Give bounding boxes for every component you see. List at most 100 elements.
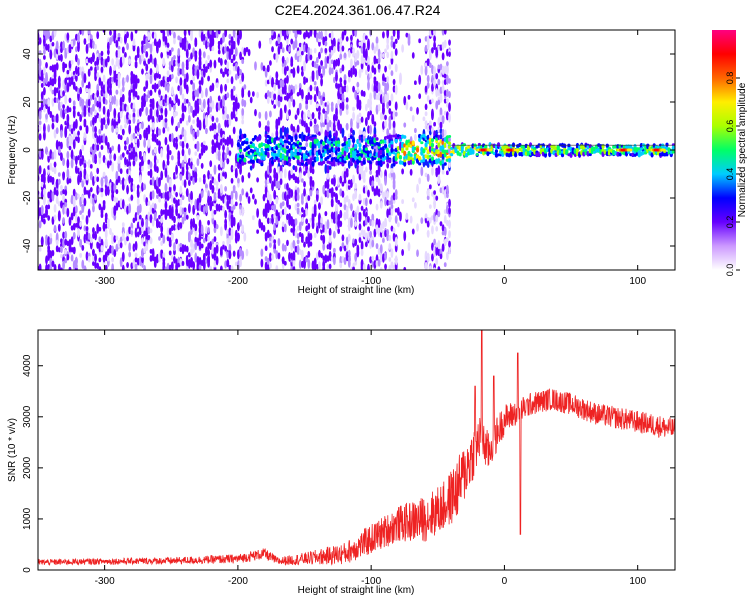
spectral-cell [330, 211, 334, 220]
spectral-cell [64, 128, 68, 139]
spectral-cell [183, 210, 187, 216]
spectral-cell [38, 37, 42, 45]
spectral-cell [266, 125, 270, 133]
spectral-cell [42, 130, 46, 141]
spectral-cell [399, 211, 402, 222]
spectral-cell [89, 171, 93, 181]
spectral-cell [411, 52, 415, 59]
spectral-cell [369, 230, 373, 238]
spectral-cell [279, 41, 283, 50]
spectral-cell [92, 148, 95, 157]
spectral-cell [426, 149, 430, 155]
spectral-cell [271, 132, 274, 139]
spectral-cell [360, 229, 364, 236]
spectral-cell [51, 151, 55, 160]
spectral-cell [141, 155, 144, 166]
spectral-cell [175, 136, 178, 143]
spectral-cell [324, 254, 328, 264]
spectral-cell [92, 261, 95, 267]
spectral-cell [158, 89, 161, 96]
spectral-cell [300, 50, 304, 56]
spectral-cell [328, 133, 332, 139]
spectral-cell [339, 106, 343, 117]
spectral-cell [354, 30, 358, 38]
spectral-cell [226, 251, 230, 259]
spectral-cell [228, 211, 232, 222]
spectral-cell [375, 260, 379, 267]
spectral-cell [222, 137, 225, 143]
spectral-cell [68, 124, 72, 132]
spectral-cell [158, 80, 161, 87]
spectral-cell [45, 43, 48, 51]
spectral-cell [87, 30, 91, 35]
spectral-cell [53, 214, 57, 221]
spectral-cell [173, 184, 176, 192]
spectral-cell [439, 133, 443, 140]
spectral-cell [294, 150, 298, 156]
spectral-cell [119, 56, 123, 67]
spectral-cell [124, 140, 127, 145]
spectral-cell [64, 202, 68, 208]
spectral-cell [320, 95, 323, 106]
spectral-cell [38, 133, 42, 141]
spectral-cell [181, 61, 185, 70]
spectral-cell [151, 31, 155, 39]
spectral-cell [151, 206, 155, 215]
spectral-cell [87, 106, 91, 113]
spectral-cell [213, 236, 217, 243]
spectral-cell [292, 40, 296, 51]
colorbar-gradient [712, 30, 736, 270]
spectral-cell [162, 127, 166, 134]
spectral-cell [51, 30, 55, 41]
spectral-cell [205, 59, 208, 69]
spectral-cell [230, 111, 234, 120]
spectral-cell [386, 137, 390, 145]
spectral-cell [322, 36, 326, 46]
spectral-cell [358, 118, 362, 125]
spectral-cell [232, 104, 236, 115]
spectral-cell [83, 197, 87, 207]
spectral-cell [403, 230, 407, 242]
spectral-cell [77, 220, 80, 229]
spectral-cell [322, 260, 326, 269]
spectral-cell [85, 58, 89, 64]
spectral-cell [66, 69, 70, 75]
spectral-cell [230, 227, 234, 237]
spectral-cell [74, 33, 78, 41]
spectral-cell [360, 89, 364, 97]
spectral-cell [300, 118, 304, 127]
spectral-cell [618, 152, 622, 157]
spectral-cell [72, 100, 76, 107]
spectral-cell [386, 30, 390, 39]
spectral-cell [85, 215, 89, 225]
spectral-cell [236, 142, 241, 148]
spectral-cell [232, 126, 236, 135]
spectral-cell [55, 113, 59, 121]
spectral-cell [307, 168, 311, 179]
spectral-cell [390, 167, 394, 174]
spectral-cell [109, 83, 112, 90]
y-tick-label: -20 [22, 190, 33, 205]
spectral-cell [92, 249, 95, 254]
spectral-cell [187, 57, 191, 62]
spectral-cell [194, 89, 198, 98]
spectral-cell [104, 99, 108, 105]
spectral-cell [266, 120, 270, 127]
spectral-cell [132, 146, 136, 156]
spectral-cell [390, 261, 394, 267]
spectral-cell [416, 223, 419, 232]
spectral-cell [130, 262, 134, 270]
spectral-cell [347, 139, 351, 144]
spectral-cell [51, 79, 55, 87]
spectral-cell [53, 264, 57, 270]
spectral-cell [234, 261, 238, 267]
spectral-cell [132, 45, 136, 52]
spectral-cell [136, 186, 140, 197]
spectral-cell [324, 47, 328, 54]
spectral-cell [324, 221, 328, 232]
spectral-cell [179, 36, 183, 43]
spectral-cell [266, 95, 270, 104]
spectral-cell [215, 244, 219, 254]
spectral-cell [92, 193, 95, 199]
